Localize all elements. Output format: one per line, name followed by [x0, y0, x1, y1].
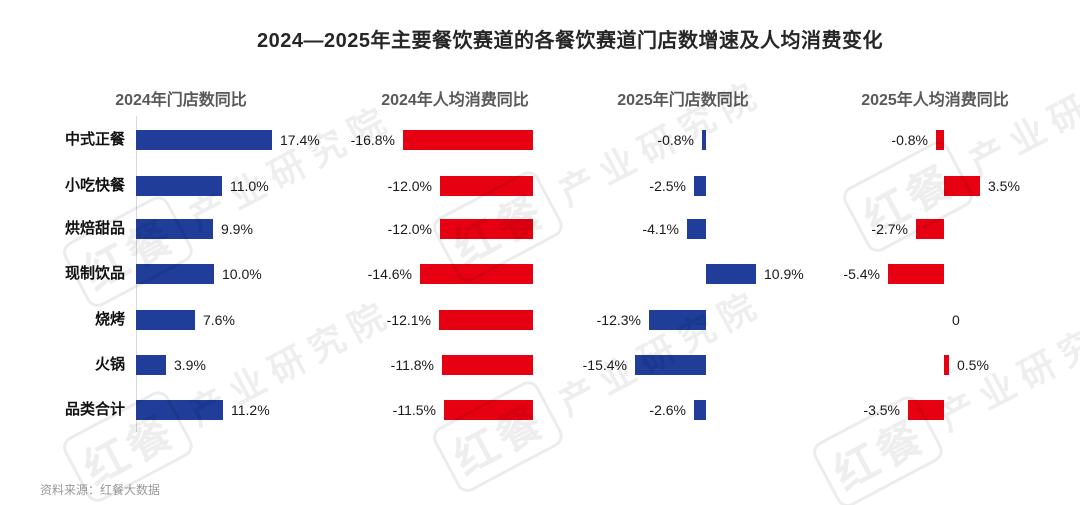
watermark-logo: 红餐 — [428, 377, 567, 497]
bar — [136, 219, 213, 239]
value-label: -0.8% — [657, 132, 694, 148]
bar — [694, 400, 706, 420]
value-label: 0.5% — [957, 357, 989, 373]
bar — [420, 264, 533, 284]
panel-header-2025-stores: 2025年门店数同比 — [617, 92, 749, 109]
data-source-note: 资料来源：红餐大数据 — [40, 483, 161, 497]
bar — [944, 176, 980, 196]
bar — [440, 219, 533, 239]
bar — [136, 264, 214, 284]
bar — [936, 130, 944, 150]
value-label: -2.7% — [871, 221, 908, 237]
bar — [702, 130, 706, 150]
bar — [403, 130, 533, 150]
value-label: -16.8% — [350, 132, 395, 148]
bar — [908, 400, 944, 420]
bar — [440, 176, 533, 196]
value-label: 11.0% — [230, 178, 269, 194]
category-label: 火锅 — [94, 356, 125, 373]
bar — [136, 130, 272, 150]
bar — [136, 176, 222, 196]
bar — [916, 219, 944, 239]
bar — [439, 310, 533, 330]
bar — [136, 355, 166, 375]
bar — [944, 355, 949, 375]
value-label: -15.4% — [582, 357, 627, 373]
value-label: -11.8% — [390, 357, 434, 373]
category-label: 品类合计 — [64, 401, 125, 418]
category-label: 烘焙甜品 — [64, 220, 125, 237]
value-label: 11.2% — [231, 402, 270, 418]
value-label: 17.4% — [280, 132, 320, 148]
value-label: 3.5% — [988, 178, 1020, 194]
panel-header-2024-stores: 2024年门店数同比 — [115, 92, 247, 109]
value-label: 0 — [952, 312, 960, 328]
category-label: 中式正餐 — [64, 131, 125, 148]
value-label: -12.0% — [387, 178, 432, 194]
value-label: -0.8% — [891, 132, 928, 148]
bar — [694, 176, 706, 196]
value-label: -2.5% — [649, 178, 686, 194]
category-label: 小吃快餐 — [64, 177, 125, 194]
value-label: -14.6% — [367, 266, 412, 282]
bar — [706, 264, 756, 284]
watermark: 红餐 产业研究院 — [808, 281, 1080, 505]
category-label: 现制饮品 — [64, 265, 125, 282]
value-label: 9.9% — [221, 221, 253, 237]
chart-title: 2024—2025年主要餐饮赛道的各餐饮赛道门店数增速及人均消费变化 — [257, 30, 883, 52]
value-label: 10.0% — [222, 266, 262, 282]
value-label: 3.9% — [174, 357, 206, 373]
bar — [888, 264, 944, 284]
value-label: -12.0% — [387, 221, 432, 237]
bar — [442, 355, 533, 375]
value-label: -3.5% — [863, 402, 900, 418]
category-label: 烧烤 — [94, 311, 125, 328]
watermark: 红餐 产业研究院 — [428, 266, 776, 497]
value-label: 10.9% — [764, 266, 804, 282]
value-label: -5.4% — [843, 266, 880, 282]
bar — [687, 219, 706, 239]
value-label: -12.3% — [596, 312, 641, 328]
bar — [635, 355, 706, 375]
value-label: -12.1% — [386, 312, 431, 328]
value-label: 7.6% — [203, 312, 235, 328]
value-label: -11.5% — [392, 402, 436, 418]
bar — [444, 400, 533, 420]
value-label: -2.6% — [649, 402, 686, 418]
panel-header-2025-spend: 2025年人均消费同比 — [861, 92, 1009, 109]
bar — [136, 400, 223, 420]
watermark-logo: 红餐 — [58, 192, 197, 312]
bar — [136, 310, 195, 330]
bar — [649, 310, 706, 330]
value-label: -4.1% — [642, 221, 679, 237]
watermark-text: 产业研究院 — [962, 41, 1080, 184]
panel-header-2024-spend: 2024年人均消费同比 — [381, 92, 529, 109]
